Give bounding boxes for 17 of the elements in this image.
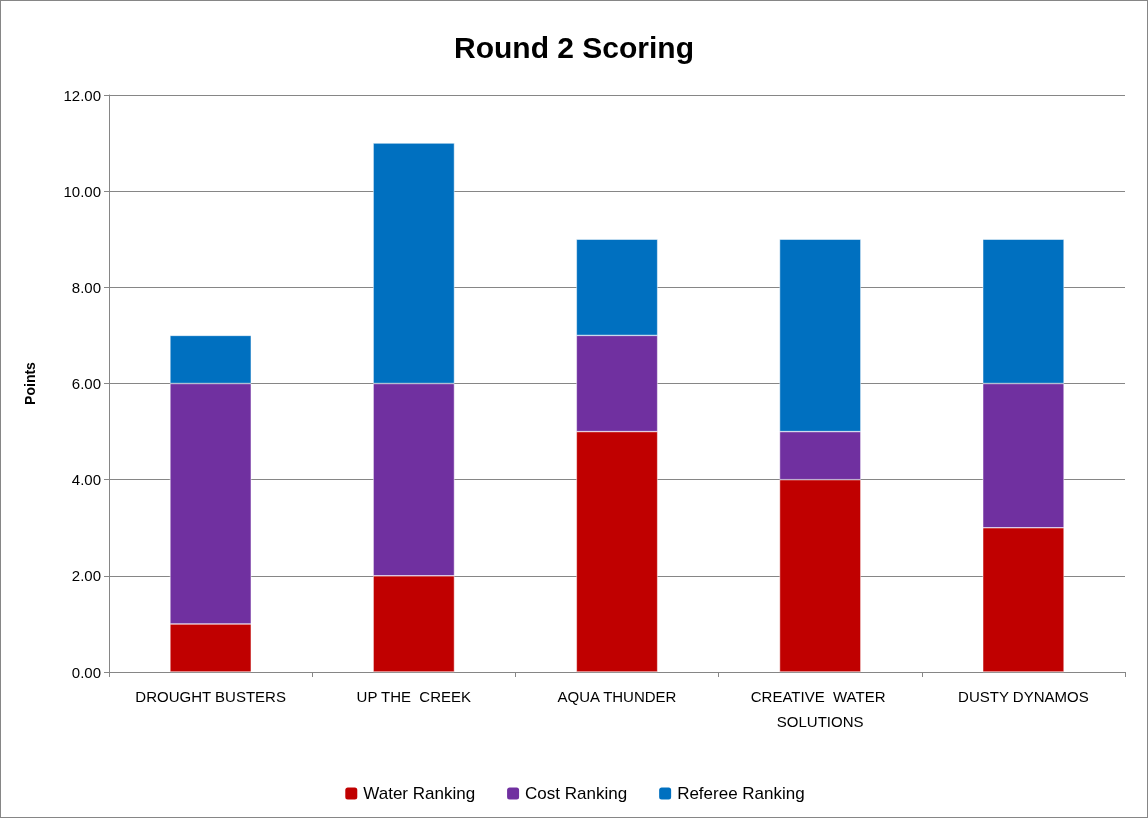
legend-label: Referee Ranking <box>677 784 805 803</box>
x-tick-label: DROUGHT BUSTERS <box>135 688 286 705</box>
y-tick-label: 2.00 <box>71 567 101 585</box>
y-tick-label: 8.00 <box>71 278 101 296</box>
y-tick-label: 4.00 <box>71 471 101 489</box>
legend-label: Cost Ranking <box>525 784 628 803</box>
x-tick-label: AQUA THUNDER <box>557 688 677 705</box>
y-axis-title: Points <box>22 361 38 405</box>
x-tick-label: DUSTY DYNAMOS <box>958 688 1089 705</box>
y-tick-label: 0.00 <box>71 663 101 681</box>
y-tick-label: 12.00 <box>63 86 101 104</box>
x-tick-label: UP THE CREEK <box>356 688 472 705</box>
y-tick-label: 6.00 <box>71 375 101 392</box>
y-tick-label: 10.00 <box>63 182 101 200</box>
chart-title: Round 2 Scoring <box>454 30 694 64</box>
x-tick-label: CREATIVE WATER SOLUTIONS <box>750 688 890 730</box>
legend-label: Water Ranking <box>363 784 476 803</box>
